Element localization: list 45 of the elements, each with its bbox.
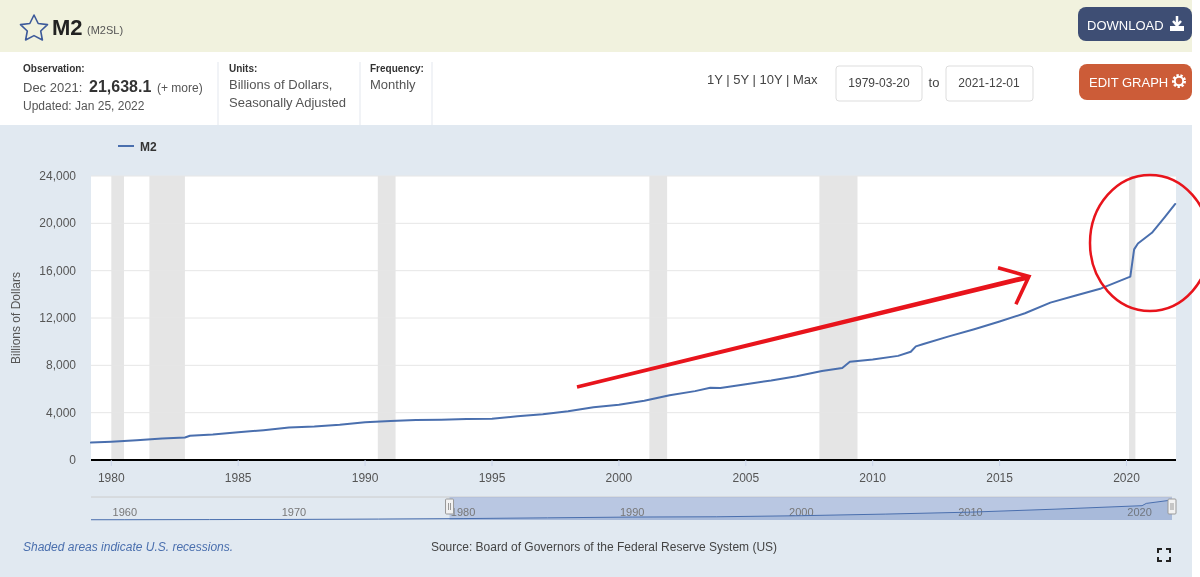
x-tick-label: 2020 xyxy=(1113,471,1141,485)
text: 2021-12-01 xyxy=(958,76,1021,90)
line-series xyxy=(90,202,1177,444)
x-tick-label: 1960 xyxy=(112,506,138,518)
text: 1Y | 5Y | 10Y | Max xyxy=(707,72,819,87)
text: to xyxy=(928,75,940,90)
text: (+ more) xyxy=(157,81,203,95)
text: Seasonally Adjusted xyxy=(229,95,347,110)
text: 21,638.1 xyxy=(89,78,152,95)
chart-subtitle: (M2SL) xyxy=(87,24,124,36)
x-tick-label: 1990 xyxy=(351,471,379,485)
text: Billions of Dollars, xyxy=(229,77,333,92)
y-tick-label: 0 xyxy=(69,453,77,467)
text: Units: xyxy=(229,63,258,74)
chart-title: M2 xyxy=(52,15,83,40)
y-tick-label: 4,000 xyxy=(45,405,77,420)
x-tick-label: 1980 xyxy=(97,471,125,485)
x-tick-label: 2020 xyxy=(1127,506,1152,518)
y-axis-title: Billions of Dollars xyxy=(9,271,23,365)
text: Observation: xyxy=(23,63,85,74)
text: DOWNLOAD xyxy=(1087,18,1164,33)
x-tick-label: 2010 xyxy=(859,471,887,485)
x-tick-label: 2000 xyxy=(605,471,633,485)
y-tick-label: 8,000 xyxy=(45,358,77,373)
y-tick-label: 12,000 xyxy=(39,311,77,325)
legend-label: M2 xyxy=(140,140,157,154)
text: 1979-03-20 xyxy=(848,76,911,90)
x-tick-label: 2000 xyxy=(789,506,814,518)
y-tick-label: 16,000 xyxy=(39,263,77,278)
source-note: Source: Board of Governors of the Federal Reserve System (US) xyxy=(430,540,778,554)
text: Updated: Jan 25, 2022 xyxy=(23,99,145,113)
x-tick-label: 1990 xyxy=(619,506,645,518)
y-tick-label: 24,000 xyxy=(39,169,77,183)
text: Frequency: xyxy=(370,63,424,74)
x-tick-label: 2015 xyxy=(986,471,1014,485)
text: Dec 2021: xyxy=(23,80,83,95)
text: EDIT GRAPH xyxy=(1089,75,1169,90)
x-tick-label: 1980 xyxy=(450,506,476,518)
y-tick-label: 20,000 xyxy=(39,216,77,231)
text: Shaded areas indicate U.S. recessions. xyxy=(23,540,234,554)
x-tick-label: 1970 xyxy=(281,506,307,518)
x-tick-label: 2005 xyxy=(732,471,760,485)
x-tick-label: 1995 xyxy=(478,471,506,485)
x-tick-label: 1985 xyxy=(224,471,252,485)
text: Monthly xyxy=(370,77,417,92)
